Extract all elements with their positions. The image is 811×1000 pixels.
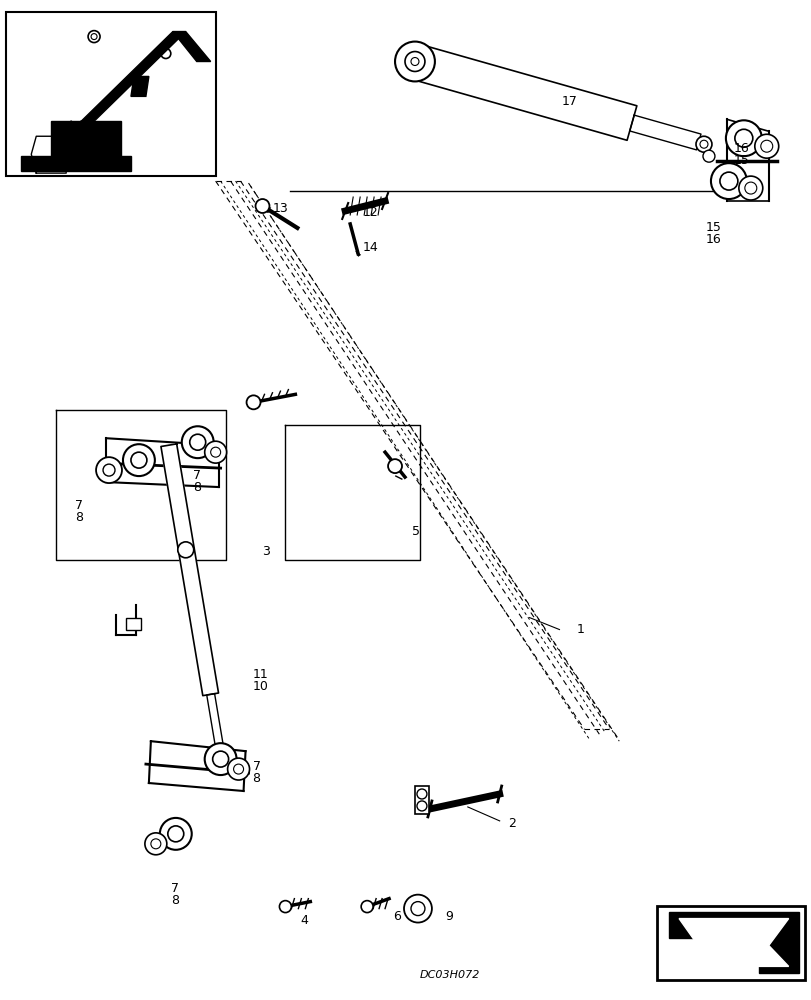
Circle shape — [255, 199, 269, 213]
Circle shape — [417, 801, 427, 811]
Text: 14: 14 — [363, 241, 379, 254]
Polygon shape — [668, 912, 798, 973]
Text: DC03H072: DC03H072 — [419, 970, 479, 980]
Circle shape — [160, 818, 191, 850]
Text: 17: 17 — [560, 95, 577, 108]
Circle shape — [410, 58, 418, 65]
Text: 7: 7 — [192, 469, 200, 482]
Circle shape — [388, 459, 401, 473]
Circle shape — [144, 833, 166, 855]
Circle shape — [131, 452, 147, 468]
Circle shape — [361, 901, 372, 913]
Circle shape — [417, 789, 427, 799]
Text: 16: 16 — [705, 233, 721, 246]
Circle shape — [744, 182, 756, 194]
Text: 7: 7 — [170, 882, 178, 895]
Circle shape — [725, 120, 761, 156]
Circle shape — [410, 902, 424, 916]
Polygon shape — [51, 121, 121, 156]
Polygon shape — [678, 919, 787, 966]
Text: 9: 9 — [444, 910, 453, 923]
Polygon shape — [173, 32, 210, 62]
Polygon shape — [161, 444, 218, 696]
Circle shape — [151, 839, 161, 849]
Circle shape — [394, 42, 435, 81]
Circle shape — [734, 129, 752, 147]
Text: 8: 8 — [192, 481, 200, 494]
Circle shape — [404, 895, 431, 923]
Text: 2: 2 — [507, 817, 515, 830]
Circle shape — [210, 447, 221, 457]
Bar — [6, 12, 216, 176]
Text: 10: 10 — [252, 680, 268, 693]
Text: 1: 1 — [576, 623, 584, 636]
Text: 7: 7 — [75, 499, 83, 512]
Circle shape — [91, 34, 97, 40]
Circle shape — [702, 150, 714, 162]
Circle shape — [204, 441, 226, 463]
Polygon shape — [410, 44, 636, 140]
Circle shape — [168, 826, 183, 842]
Circle shape — [405, 52, 424, 71]
Text: 5: 5 — [411, 525, 419, 538]
Circle shape — [212, 751, 229, 767]
Polygon shape — [81, 32, 186, 121]
Text: 8: 8 — [252, 772, 260, 785]
Circle shape — [760, 140, 772, 152]
Text: 15: 15 — [705, 221, 721, 234]
Circle shape — [182, 426, 213, 458]
Text: 16: 16 — [733, 142, 749, 155]
Circle shape — [178, 542, 194, 558]
Circle shape — [122, 444, 155, 476]
Text: 6: 6 — [393, 910, 401, 923]
Text: 4: 4 — [300, 914, 308, 927]
Circle shape — [204, 743, 236, 775]
Text: 15: 15 — [733, 154, 749, 167]
Circle shape — [247, 395, 260, 409]
Circle shape — [96, 457, 122, 483]
Text: 7: 7 — [252, 760, 260, 773]
Circle shape — [754, 134, 778, 158]
Text: 12: 12 — [363, 206, 379, 219]
Circle shape — [710, 163, 746, 199]
Text: 8: 8 — [75, 511, 83, 524]
Circle shape — [738, 176, 762, 200]
Polygon shape — [131, 76, 148, 96]
Circle shape — [234, 764, 243, 774]
Bar — [126, 618, 141, 630]
Polygon shape — [354, 251, 361, 257]
Circle shape — [190, 434, 205, 450]
Circle shape — [88, 31, 100, 43]
Polygon shape — [21, 156, 131, 171]
Polygon shape — [207, 694, 225, 757]
Polygon shape — [629, 115, 700, 150]
Circle shape — [719, 172, 737, 190]
Circle shape — [161, 49, 170, 59]
Text: 13: 13 — [272, 202, 288, 215]
Text: 8: 8 — [170, 894, 178, 907]
Circle shape — [227, 758, 249, 780]
Circle shape — [699, 140, 707, 148]
Circle shape — [103, 464, 115, 476]
Bar — [656, 906, 804, 980]
Text: 3: 3 — [262, 545, 270, 558]
Bar — [414, 786, 428, 814]
Circle shape — [279, 901, 291, 913]
Circle shape — [695, 136, 711, 152]
Text: 11: 11 — [252, 668, 268, 681]
